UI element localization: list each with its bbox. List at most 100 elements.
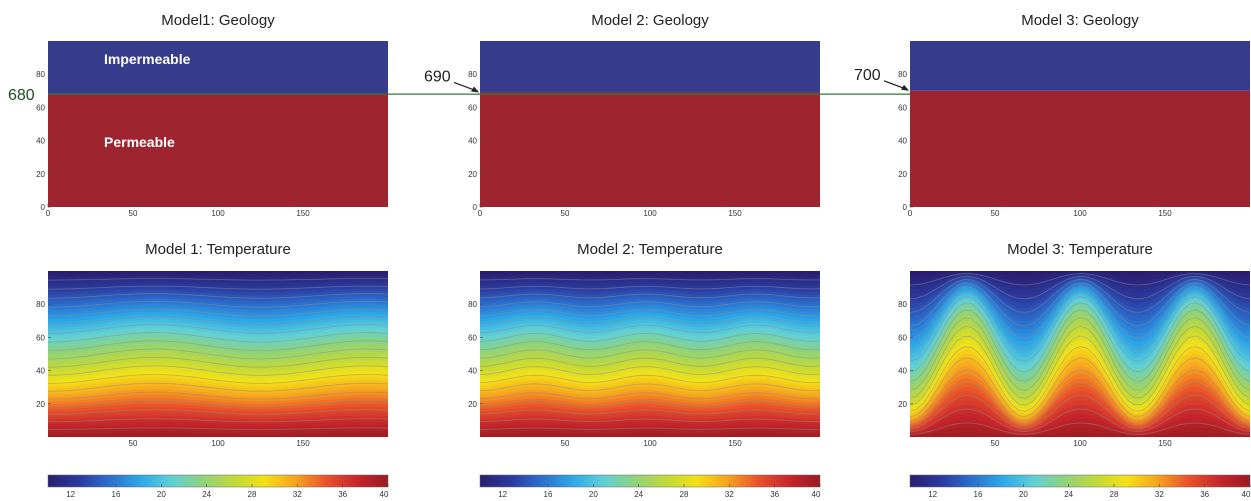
y-tick-label: 80 xyxy=(468,300,477,309)
y-tick-label: 80 xyxy=(898,300,907,309)
colorbar-tick-label: 20 xyxy=(1019,490,1028,499)
colorbar-tick-label: 36 xyxy=(770,490,779,499)
colorbar-tick-label: 28 xyxy=(1110,490,1119,499)
annotation-arrowhead xyxy=(901,84,909,91)
y-tick-label: 60 xyxy=(468,103,477,112)
isotherm-line xyxy=(48,356,388,368)
colorbar-tick-label: 40 xyxy=(812,490,821,499)
x-tick-label: 150 xyxy=(1158,439,1172,448)
y-tick-label: 0 xyxy=(473,203,478,212)
x-tick-label: 100 xyxy=(643,209,657,218)
colorbar xyxy=(909,474,1251,488)
isotherm-line xyxy=(48,418,388,423)
y-tick-label: 20 xyxy=(36,170,45,179)
isotherm-line xyxy=(48,348,388,360)
y-tick-label: 60 xyxy=(468,333,477,342)
isotherm-line xyxy=(48,293,388,299)
panel-title: Model1: Geology xyxy=(161,12,275,29)
interface-depth-label: 680 xyxy=(8,87,35,104)
isotherm-line xyxy=(48,285,388,290)
isotherm-line xyxy=(480,293,820,299)
isotherm-line xyxy=(910,408,1250,433)
isotherm-line xyxy=(910,273,1250,286)
y-tick-label: 80 xyxy=(898,70,907,79)
y-tick-label: 20 xyxy=(468,400,477,409)
y-tick-label: 0 xyxy=(903,203,908,212)
isotherm-line xyxy=(480,383,820,391)
x-tick-label: 100 xyxy=(1073,209,1087,218)
isotherm-line xyxy=(48,340,388,351)
y-tick-label: 60 xyxy=(36,333,45,342)
temperature-panel-model-2: Model 2: Temperature 50 100 150 20 40 60 80 12 16… xyxy=(468,241,821,499)
isotherm-line xyxy=(480,278,820,281)
colorbar-tick-label: 12 xyxy=(498,490,507,499)
geology-panel-model-1: Model1: Geology Impermeable Permeable 0 50 10… xyxy=(8,12,388,218)
isotherm-line xyxy=(480,418,820,423)
isotherm-line xyxy=(480,285,820,290)
x-tick-label: 100 xyxy=(211,439,225,448)
panel-title: Model 2: Temperature xyxy=(577,241,723,258)
isotherm-line xyxy=(480,309,820,316)
isotherm-line xyxy=(480,349,820,359)
x-tick-label: 150 xyxy=(728,209,742,218)
x-tick-label: 150 xyxy=(1158,209,1172,218)
isotherm-line xyxy=(48,316,388,326)
panel-title: Model 3: Geology xyxy=(1021,12,1139,29)
isotherm-line xyxy=(480,324,820,334)
y-tick-label: 20 xyxy=(36,400,45,409)
x-tick-label: 50 xyxy=(991,439,1000,448)
temperature-panel-model-3: Model 3: Temperature 50 100 150 20 40 60 80 12 16… xyxy=(898,241,1251,499)
isotherm-line xyxy=(480,409,820,415)
isotherm-line xyxy=(48,332,388,343)
layer-label: Impermeable xyxy=(104,51,191,67)
isotherm-line xyxy=(910,345,1250,412)
x-tick-label: 0 xyxy=(46,209,51,218)
temperature-panel-model-1: Model 1: Temperature 50 100 150 20 40 60 80 12 16… xyxy=(36,241,389,499)
y-tick-label: 80 xyxy=(36,70,45,79)
y-tick-label: 60 xyxy=(898,103,907,112)
impermeable-layer xyxy=(480,41,820,93)
isotherm-line xyxy=(910,309,1250,383)
interface-depth-label: 700 xyxy=(854,67,881,84)
colorbar-tick-label: 24 xyxy=(202,490,211,499)
permeable-layer xyxy=(480,92,820,207)
colorbar-tick-label: 32 xyxy=(293,490,302,499)
impermeable-layer xyxy=(910,41,1250,91)
isotherm-line xyxy=(480,357,820,367)
isotherm-line xyxy=(910,335,1250,406)
colorbar-tick-label: 16 xyxy=(544,490,553,499)
colorbar-tick-label: 28 xyxy=(680,490,689,499)
y-tick-label: 40 xyxy=(898,367,907,376)
isotherm-line xyxy=(48,324,388,334)
isotherm-line xyxy=(48,391,388,400)
panel-title: Model 2: Geology xyxy=(591,12,709,29)
isotherm-line xyxy=(910,317,1250,391)
colorbar xyxy=(479,474,821,488)
isotherm-line xyxy=(910,325,1250,399)
x-tick-label: 100 xyxy=(211,209,225,218)
isotherm-line xyxy=(48,308,388,317)
isotherm-line xyxy=(480,333,820,342)
x-tick-label: 0 xyxy=(908,209,913,218)
annotation-arrowhead xyxy=(471,86,479,93)
colorbar-tick-label: 36 xyxy=(1200,490,1209,499)
geology-panel-model-3: Model 3: Geology 0 50 100 150 0 20 40 60 80 700 xyxy=(854,12,1250,218)
colorbar-tick-label: 16 xyxy=(974,490,983,499)
colorbar-tick-label: 36 xyxy=(338,490,347,499)
isotherm-line xyxy=(480,366,820,375)
isotherm-line xyxy=(910,286,1250,339)
x-tick-label: 100 xyxy=(1073,439,1087,448)
y-tick-label: 40 xyxy=(468,367,477,376)
y-tick-label: 60 xyxy=(898,333,907,342)
colorbar-tick-label: 20 xyxy=(157,490,166,499)
isotherm-line xyxy=(480,301,820,308)
temperature-field xyxy=(48,271,388,437)
y-tick-label: 40 xyxy=(898,137,907,146)
isotherm-line xyxy=(910,302,1250,373)
x-tick-label: 50 xyxy=(561,209,570,218)
y-tick-label: 20 xyxy=(468,170,477,179)
x-tick-label: 150 xyxy=(728,439,742,448)
isotherm-line xyxy=(910,395,1250,430)
isotherm-line xyxy=(910,357,1250,418)
